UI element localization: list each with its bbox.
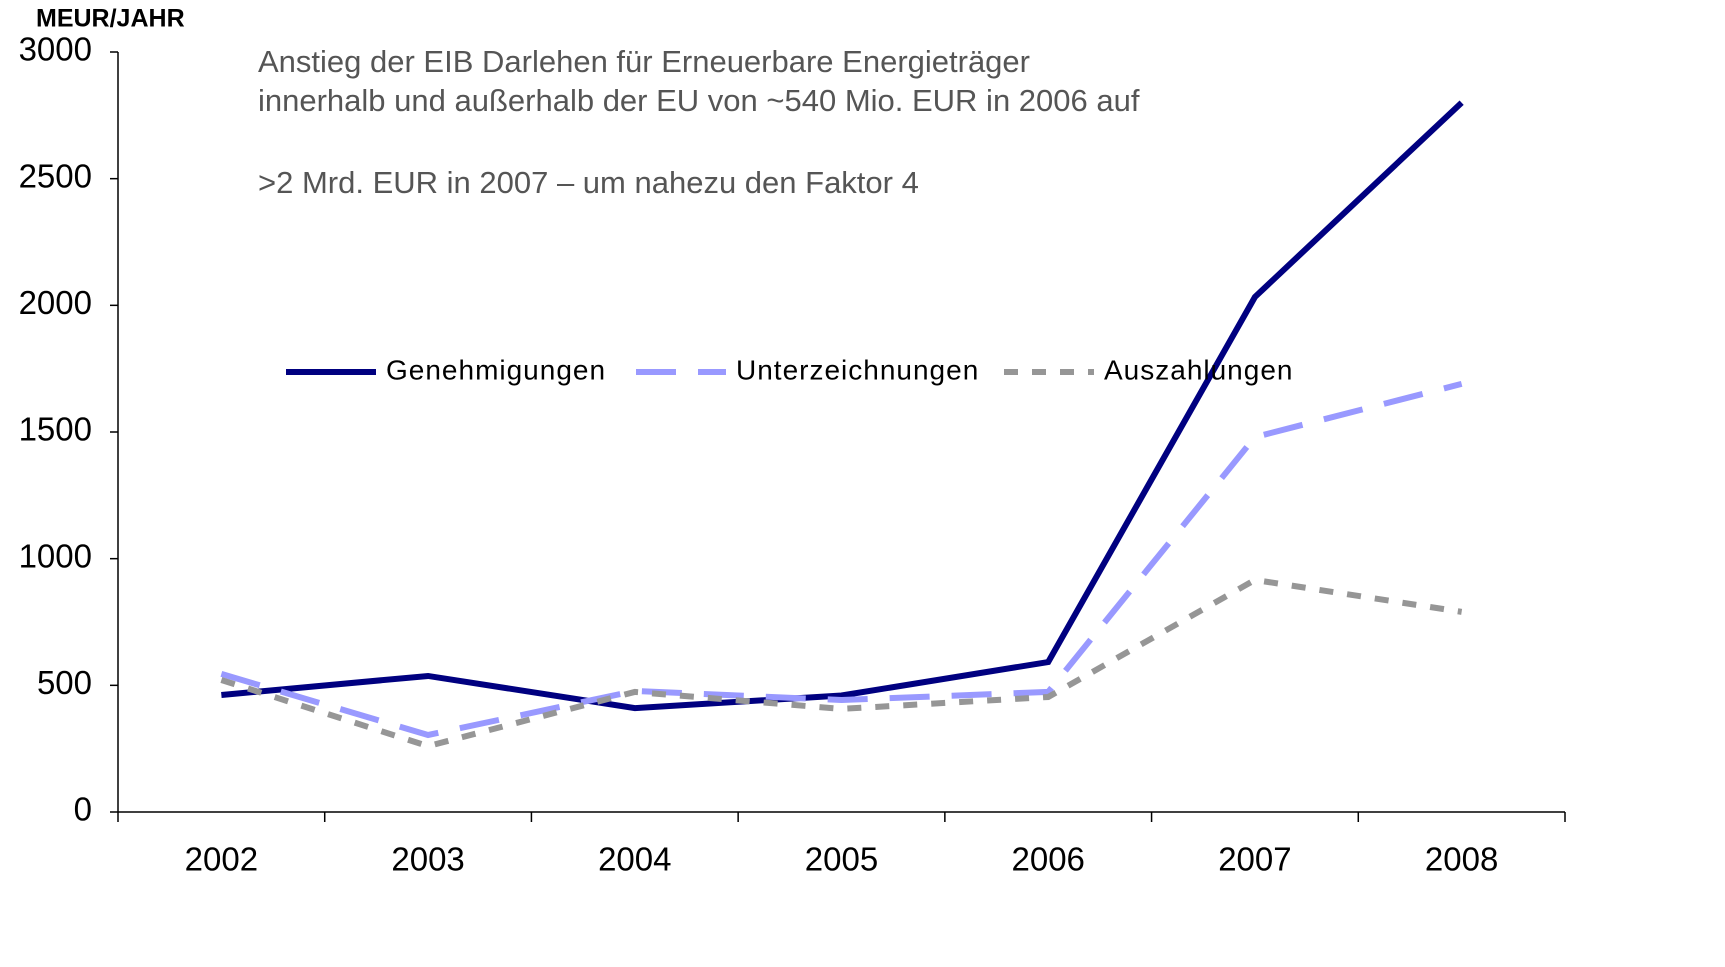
x-tick-label: 2008 xyxy=(1425,841,1498,878)
annotation: Anstieg der EIB Darlehen für Erneuerbare… xyxy=(258,44,1030,79)
x-tick-label: 2006 xyxy=(1012,841,1085,878)
y-tick-label: 0 xyxy=(74,791,92,828)
series-line xyxy=(220,380,1463,739)
legend-label: Auszahlungen xyxy=(1104,354,1293,385)
y-tick-label: 1000 xyxy=(19,537,92,574)
legend-label: Genehmigungen xyxy=(386,354,606,385)
series-line xyxy=(221,100,1464,712)
series-line xyxy=(220,576,1463,750)
annotation: >2 Mrd. EUR in 2007 – um nahezu den Fakt… xyxy=(258,165,919,200)
x-tick-label: 2005 xyxy=(805,841,878,878)
x-tick-label: 2004 xyxy=(598,841,671,878)
x-tick-label: 2002 xyxy=(185,841,258,878)
y-tick-label: 1500 xyxy=(19,411,92,448)
y-tick-label: 2000 xyxy=(19,284,92,321)
annotation: innerhalb und außerhalb der EU von ~540 … xyxy=(258,83,1140,118)
y-tick-label: 500 xyxy=(37,664,92,701)
y-tick-label: 3000 xyxy=(19,31,92,68)
legend-label: Unterzeichnungen xyxy=(736,354,979,385)
x-tick-label: 2003 xyxy=(391,841,464,878)
y-axis-label: MEUR/JAHR xyxy=(36,5,185,33)
y-tick-label: 2500 xyxy=(19,157,92,194)
x-tick-label: 2007 xyxy=(1218,841,1291,878)
